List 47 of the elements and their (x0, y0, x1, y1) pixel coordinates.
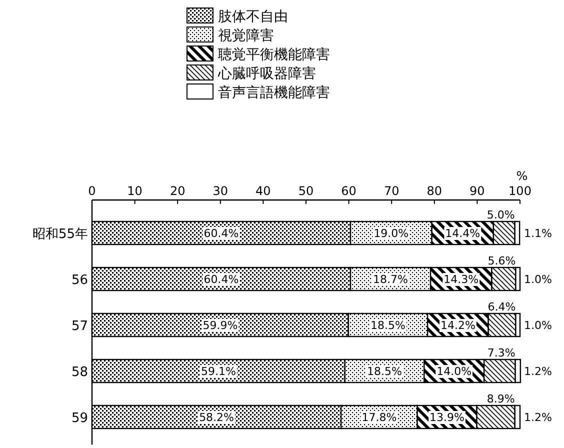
legend-label: 肢体不自由 (218, 9, 288, 25)
data-label: 59.9% (202, 319, 238, 332)
x-tick-label: 30 (212, 184, 228, 198)
data-label: 1.0% (524, 273, 552, 286)
x-tick-label: 0 (88, 184, 96, 198)
data-label: 18.5% (367, 365, 402, 378)
data-label: 1.2% (524, 411, 552, 424)
x-tick-label: 90 (470, 184, 485, 198)
data-label: 5.0% (486, 208, 515, 222)
x-tick-label: 20 (170, 184, 186, 198)
x-tick-label: 10 (127, 184, 142, 198)
legend-label: 聴覚平衡機能障害 (218, 47, 330, 63)
legend-label: 視覚障害 (218, 28, 274, 44)
data-label: 14.3% (444, 273, 479, 286)
data-label: 6.4% (488, 300, 516, 314)
data-label: 13.9% (430, 411, 465, 424)
x-tick-label: 80 (426, 184, 442, 198)
data-label: 8.9% (486, 392, 515, 406)
data-label: 17.8% (362, 411, 397, 424)
data-label: 14.0% (436, 365, 472, 378)
y-tick-label: 昭和55年 (32, 227, 88, 242)
x-tick-label: 100 (508, 184, 532, 198)
y-tick-label: 56 (71, 273, 88, 288)
data-label: 5.6% (488, 254, 516, 268)
data-label: 60.4% (204, 227, 239, 240)
x-tick-label: 50 (298, 184, 314, 198)
data-label: 7.3% (487, 346, 516, 360)
data-label: 59.1% (200, 365, 236, 378)
data-label: 58.2% (199, 411, 234, 424)
data-label: 19.0% (374, 227, 409, 240)
x-tick-label: 70 (384, 184, 400, 198)
data-label: 14.4% (445, 227, 480, 240)
data-label: 14.2% (440, 319, 476, 332)
y-tick-label: 58 (71, 365, 88, 380)
x-tick-label: 40 (256, 184, 271, 198)
data-label: 18.7% (373, 273, 408, 286)
x-tick-label: 60 (341, 184, 356, 198)
x-axis-title: % (516, 169, 528, 183)
data-label: 18.5% (370, 319, 406, 332)
legend-label: 心臓呼吸器障害 (217, 66, 316, 82)
data-label: 1.1% (524, 227, 552, 240)
y-tick-label: 59 (71, 411, 88, 426)
data-label: 60.4% (204, 273, 239, 286)
data-label: 1.2% (524, 365, 552, 378)
data-label: 1.0% (524, 319, 552, 332)
y-tick-label: 57 (71, 319, 88, 334)
legend-label: 音声言語機能障害 (218, 85, 330, 101)
